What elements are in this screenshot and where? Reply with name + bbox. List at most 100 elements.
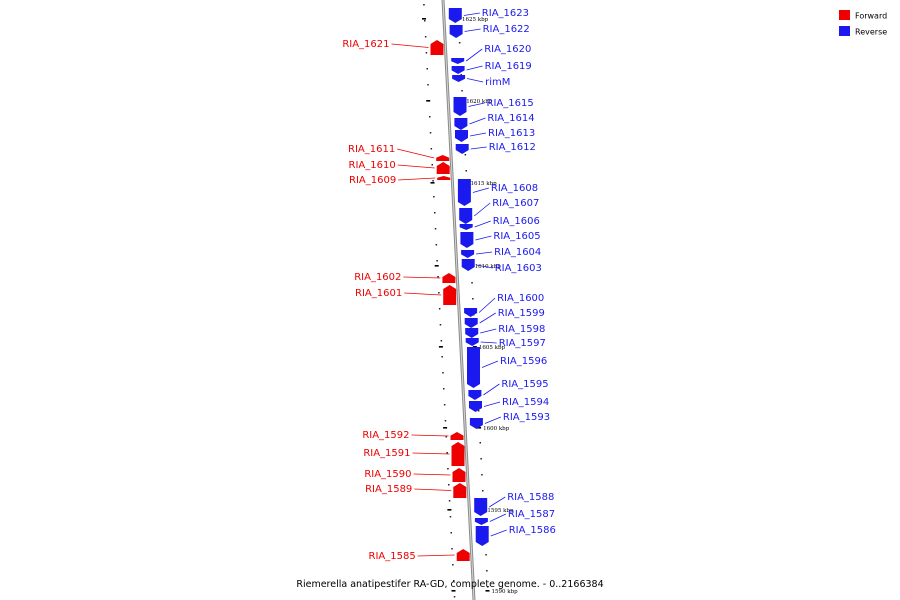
gene-labels: RIA_1623 RIA_1622 RIA_1621 RIA_1620 RIA_1619… — [342, 8, 556, 562]
gene-label-ria_1623[interactable]: RIA_1623 — [482, 8, 529, 19]
gene-label-ria_1587[interactable]: RIA_1587 — [508, 509, 555, 520]
gene-label-ria_1602[interactable]: RIA_1602 — [354, 272, 401, 283]
gene-arrow-ria_1586[interactable] — [475, 526, 489, 546]
kbp-tick-label: 1595 kbp — [487, 508, 514, 514]
gene-label-ria_1610[interactable]: RIA_1610 — [349, 160, 396, 171]
gene-arrow-ria_1608[interactable] — [457, 179, 471, 206]
gene-arrow-ria_1595[interactable] — [468, 390, 482, 400]
minor-tick — [481, 474, 483, 476]
gene-arrow-ria_1603[interactable] — [461, 259, 475, 271]
gene-label-ria_1609[interactable]: RIA_1609 — [349, 175, 396, 186]
gene-arrow-ria_1598[interactable] — [465, 328, 479, 338]
gene-arrow-ria_1592[interactable] — [450, 432, 464, 440]
minor-tick — [465, 170, 467, 172]
gene-leader-line — [489, 513, 507, 522]
gene-leader-line — [475, 235, 492, 241]
minor-tick — [432, 180, 434, 182]
gene-label-ria_1589[interactable]: RIA_1589 — [365, 484, 412, 495]
gene-label-ria_1600[interactable]: RIA_1600 — [497, 293, 544, 304]
gene-label-ria_1593[interactable]: RIA_1593 — [503, 412, 550, 423]
kbp-tick-label: 1590 kbp — [492, 589, 519, 595]
gene-label-ria_1613[interactable]: RIA_1613 — [488, 128, 535, 139]
major-tick-left — [443, 427, 448, 429]
gene-arrow-ria_1606[interactable] — [459, 224, 473, 230]
gene-arrow-ria_1610[interactable] — [436, 162, 450, 174]
gene-arrow-ria_1588[interactable] — [474, 498, 488, 516]
kbp-tick-label: 1615 kbp — [471, 181, 498, 187]
gene-arrow-ria_1615[interactable] — [453, 97, 467, 116]
gene-arrow-ria_1601[interactable] — [443, 285, 457, 305]
gene-label-ria_1588[interactable]: RIA_1588 — [507, 492, 554, 503]
gene-label-ria_1585[interactable]: RIA_1585 — [369, 551, 416, 562]
minor-tick — [424, 20, 426, 22]
gene-label-ria_1597[interactable]: RIA_1597 — [499, 338, 546, 349]
gene-label-ria_1603[interactable]: RIA_1603 — [495, 263, 542, 274]
minor-tick — [438, 292, 440, 294]
gene-arrow-ria_1605[interactable] — [460, 232, 474, 248]
gene-label-ria_1621[interactable]: RIA_1621 — [342, 39, 389, 50]
gene-label-ria_1594[interactable]: RIA_1594 — [502, 397, 549, 408]
gene-label-ria_1596[interactable]: RIA_1596 — [500, 356, 547, 367]
genome-backbone-highlight — [442, 0, 475, 600]
gene-label-ria_1619[interactable]: RIA_1619 — [485, 61, 532, 72]
minor-tick — [443, 404, 446, 406]
gene-label-ria_1590[interactable]: RIA_1590 — [364, 469, 411, 480]
kbp-tick-label: 1605 kbp — [479, 345, 506, 351]
gene-arrow-rimm[interactable] — [452, 75, 466, 82]
kbp-tick-label: 1625 kbp — [462, 17, 489, 23]
gene-arrow-ria_1597[interactable] — [465, 338, 479, 346]
gene-arrow-ria_1619[interactable] — [451, 66, 465, 74]
gene-arrow-ria_1614[interactable] — [454, 118, 468, 130]
gene-label-ria_1620[interactable]: RIA_1620 — [484, 44, 531, 55]
gene-label-ria_1607[interactable]: RIA_1607 — [492, 198, 539, 209]
gene-leader-line — [484, 416, 502, 424]
gene-label-ria_1595[interactable]: RIA_1595 — [501, 379, 548, 390]
gene-label-ria_1608[interactable]: RIA_1608 — [491, 183, 538, 194]
gene-leader-line — [468, 102, 485, 107]
gene-label-ria_1606[interactable]: RIA_1606 — [493, 216, 540, 227]
gene-arrow-ria_1587[interactable] — [474, 518, 488, 525]
gene-arrow-ria_1599[interactable] — [464, 318, 478, 328]
minor-tick — [438, 308, 441, 310]
minor-tick — [464, 154, 467, 156]
gene-arrow-ria_1594[interactable] — [469, 401, 482, 412]
gene-arrow-ria_1621[interactable] — [430, 40, 444, 55]
gene-label-ria_1615[interactable]: RIA_1615 — [487, 98, 534, 109]
gene-arrow-ria_1591[interactable] — [451, 442, 465, 466]
gene-arrow-ria_1613[interactable] — [455, 130, 468, 142]
gene-label-ria_1586[interactable]: RIA_1586 — [509, 525, 556, 536]
gene-arrow-ria_1607[interactable] — [459, 208, 473, 224]
legend-forward-label: Forward — [855, 12, 887, 21]
gene-arrow-ria_1602[interactable] — [442, 273, 456, 283]
gene-arrow-ria_1609[interactable] — [437, 176, 451, 180]
gene-arrow-ria_1590[interactable] — [452, 468, 466, 482]
gene-arrow-ria_1589[interactable] — [453, 483, 467, 498]
gene-arrow-ria_1596[interactable] — [467, 347, 480, 388]
gene-arrow-ria_1593[interactable] — [469, 418, 483, 429]
gene-label-ria_1605[interactable]: RIA_1605 — [493, 231, 540, 242]
gene-arrow-ria_1611[interactable] — [436, 155, 450, 161]
gene-label-ria_1611[interactable]: RIA_1611 — [348, 144, 395, 155]
gene-arrow-ria_1620[interactable] — [451, 58, 465, 64]
gene-arrow-ria_1585[interactable] — [456, 549, 470, 561]
gene-arrow-ria_1623[interactable] — [448, 8, 462, 23]
gene-label-ria_1599[interactable]: RIA_1599 — [498, 308, 545, 319]
gene-leader-line — [413, 473, 451, 476]
gene-arrow-ria_1612[interactable] — [455, 144, 469, 154]
minor-tick — [453, 596, 456, 598]
gene-label-ria_1601[interactable]: RIA_1601 — [355, 288, 402, 299]
gene-arrow-ria_1604[interactable] — [461, 250, 475, 258]
gene-label-ria_1612[interactable]: RIA_1612 — [489, 142, 536, 153]
gene-arrow-ria_1600[interactable] — [464, 308, 478, 317]
gene-arrow-ria_1622[interactable] — [449, 25, 463, 38]
major-tick-left — [426, 100, 431, 102]
gene-label-ria_1598[interactable]: RIA_1598 — [498, 324, 545, 335]
gene-label-ria_1622[interactable]: RIA_1622 — [483, 24, 530, 35]
gene-leader-line — [490, 529, 507, 537]
gene-label-ria_1614[interactable]: RIA_1614 — [487, 113, 534, 124]
gene-label-ria_1604[interactable]: RIA_1604 — [494, 247, 541, 258]
gene-label-ria_1592[interactable]: RIA_1592 — [362, 430, 409, 441]
gene-label-rimm[interactable]: rimM — [485, 77, 510, 88]
gene-label-ria_1591[interactable]: RIA_1591 — [363, 448, 410, 459]
minor-tick — [446, 452, 448, 454]
